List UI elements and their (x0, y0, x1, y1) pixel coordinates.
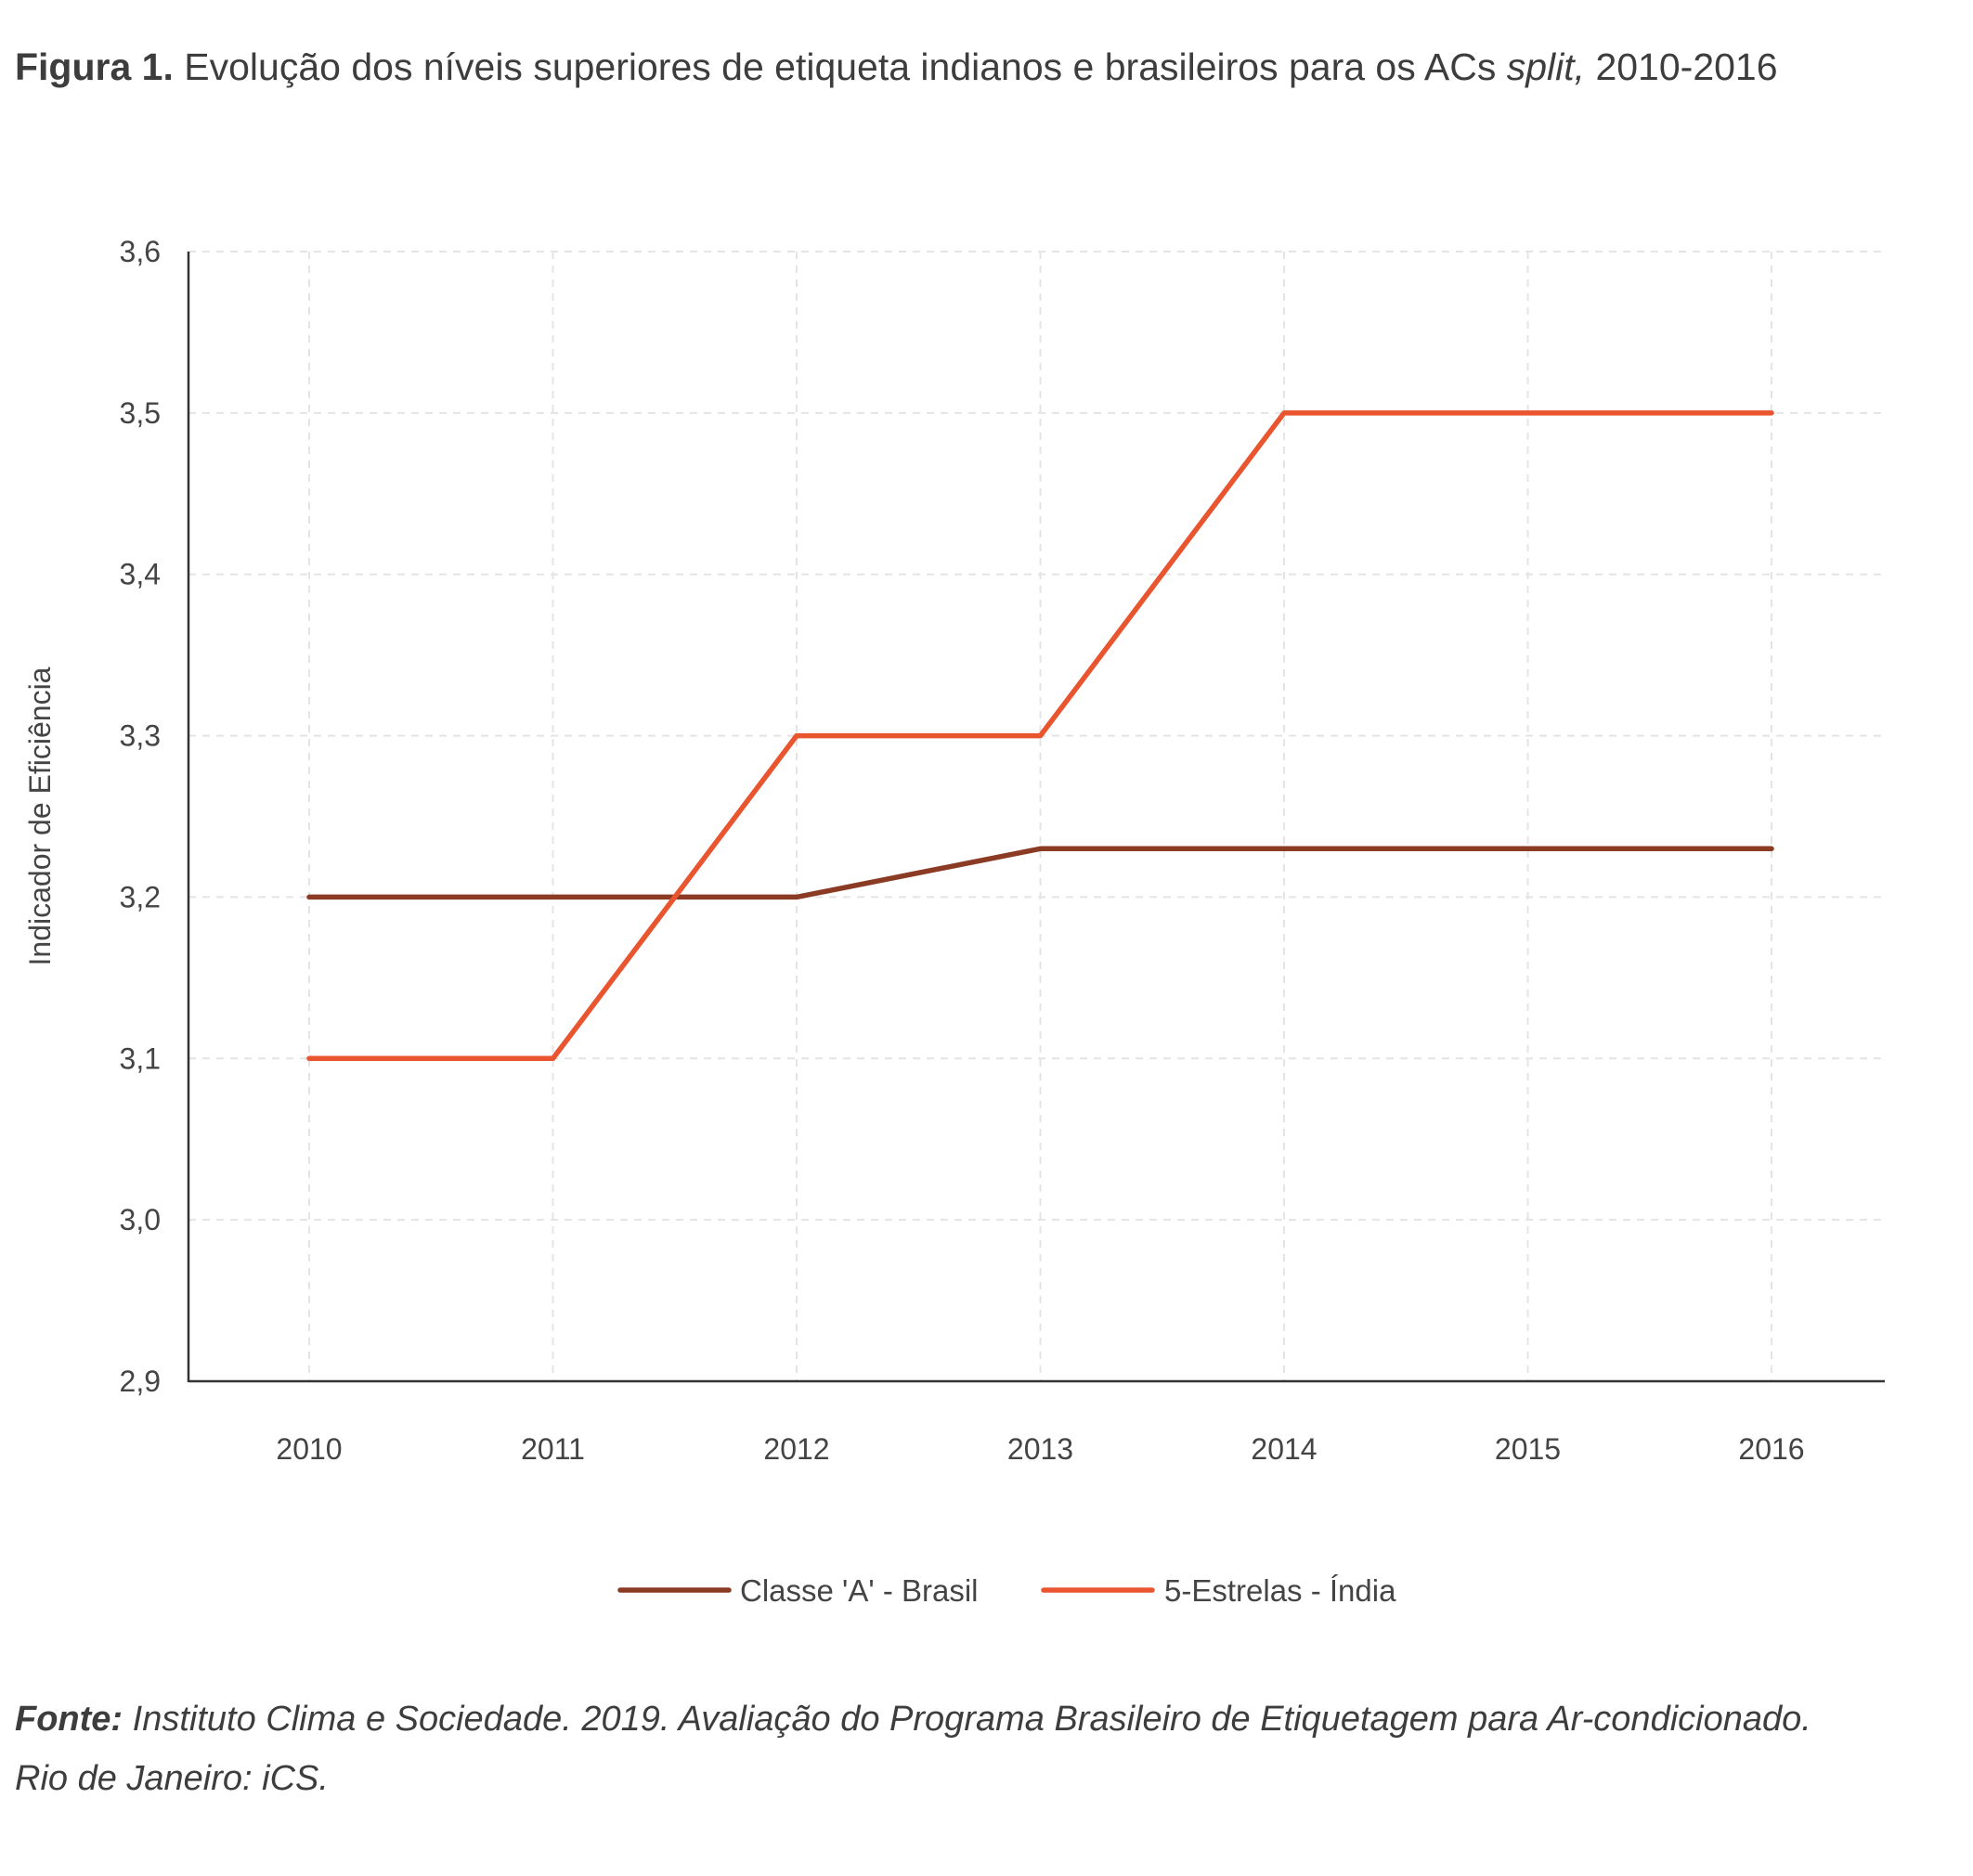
y-axis-ticks: 2,9 3,0 3,1 3,2 3,3 3,4 3,5 3,6 (120, 235, 161, 1398)
chart-series (306, 410, 1774, 1062)
legend-label-2: 5-Estrelas - Índia (1164, 1573, 1396, 1608)
y-tick-label: 3,4 (120, 558, 161, 591)
x-tick-label: 2012 (763, 1432, 829, 1466)
legend-label-1: Classe 'A' - Brasil (740, 1573, 979, 1608)
figure-label: Figura 1. (15, 45, 174, 88)
chart-legend: Classe 'A' - Brasil 5-Estrelas - Índia (617, 1573, 1396, 1608)
series-line-2 (306, 410, 1774, 1062)
figure-title-main: Evolução dos níveis superiores de etique… (184, 45, 1497, 88)
y-tick-label: 3,6 (120, 235, 161, 268)
x-tick-label: 2014 (1251, 1432, 1317, 1466)
chart-grid (188, 251, 1885, 1381)
y-tick-label: 3,1 (120, 1042, 161, 1075)
x-tick-label: 2016 (1738, 1432, 1804, 1466)
chart-axes (187, 252, 1885, 1383)
y-axis-title: Indicador de Eficiência (23, 666, 57, 965)
y-tick-label: 3,2 (120, 880, 161, 913)
figure-title-tail: 2010-2016 (1595, 45, 1778, 88)
source-line-1: Fonte: Instituto Clima e Sociedade. 2019… (15, 1689, 1955, 1749)
source-text-line-2: Rio de Janeiro: iCS. (15, 1759, 329, 1798)
source-text-line-1: Instituto Clima e Sociedade. 2019. Avali… (132, 1700, 1811, 1739)
series-line-1 (306, 846, 1774, 900)
x-tick-label: 2015 (1495, 1432, 1561, 1466)
y-tick-label: 3,5 (120, 396, 161, 430)
x-tick-label: 2013 (1007, 1432, 1073, 1466)
x-tick-label: 2011 (521, 1432, 585, 1466)
line-chart: 2,93,03,13,23,33,43,53,6 2010 2011 2012 201… (23, 235, 1885, 1608)
x-axis-ticks: 2010 2011 2012 2013 2014 2015 2016 (276, 1432, 1804, 1466)
x-tick-label: 2010 (276, 1432, 342, 1466)
figure-title-italic: split, (1506, 45, 1586, 88)
source-label: Fonte: (15, 1700, 123, 1739)
figure-title: Figura 1. Evolução dos níveis superiores… (15, 39, 1778, 95)
y-tick-label: 3,3 (120, 719, 161, 753)
y-tick-label: 3,0 (120, 1203, 161, 1236)
source-note: Fonte: Instituto Clima e Sociedade. 2019… (15, 1689, 1955, 1808)
y-tick-label: 2,9 (120, 1365, 161, 1398)
